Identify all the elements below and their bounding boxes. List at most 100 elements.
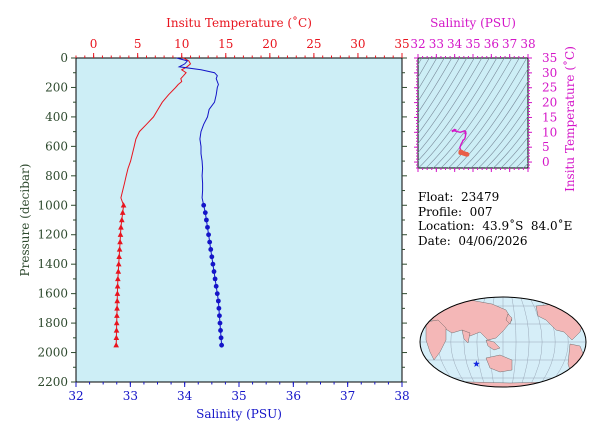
temperature-point: [117, 238, 123, 245]
ts-temperature-tick-label: 30: [542, 66, 557, 80]
map-land-japan: [505, 313, 513, 325]
ts-temperature-tick-label: 5: [542, 140, 550, 154]
temperature-point: [114, 290, 121, 296]
density-contour: [462, 80, 528, 168]
salinity-tick-label: 33: [123, 389, 138, 403]
density-contour: [418, 58, 445, 102]
temperature-tick-label: 35: [394, 37, 409, 51]
temperature-point: [117, 231, 124, 237]
salinity-point: [207, 239, 213, 245]
map-meridian: [511, 297, 517, 387]
density-contour: [418, 58, 423, 66]
temperature-point: [114, 305, 120, 311]
temperature-point: [114, 283, 121, 289]
map-meridian: [520, 297, 530, 387]
ts-temperature-tick-label: 10: [542, 125, 557, 139]
map-meridian: [529, 297, 543, 387]
temperature-tick-label: 0: [90, 37, 98, 51]
temperature-tick-label: 15: [218, 37, 233, 51]
salinity-point: [210, 261, 216, 267]
salinity-point: [219, 342, 225, 348]
temperature-tick-label: 5: [134, 37, 142, 51]
ts-salinity-tick-label: 36: [484, 37, 499, 51]
density-contour: [418, 58, 490, 162]
pressure-axis-label: Pressure (decibar): [18, 164, 32, 277]
density-contour: [418, 58, 430, 78]
ts-temperature-tick-label: 20: [542, 96, 557, 110]
salinity-point: [202, 210, 208, 216]
salinity-point: [218, 335, 224, 341]
density-contours: [418, 58, 528, 168]
salinity-tick-label: 35: [231, 389, 246, 403]
salinity-point: [201, 202, 207, 208]
ts-salinity-tick-label: 37: [502, 37, 517, 51]
density-contour: [432, 58, 513, 168]
pressure-tick-label: 2000: [37, 346, 68, 360]
ts-salinity-tick-label: 32: [410, 37, 425, 51]
ts-temperature-tick-label: 0: [542, 155, 550, 169]
salinity-point: [214, 291, 220, 297]
pressure-tick-label: 1400: [37, 257, 68, 271]
salinity-point: [205, 224, 210, 230]
salinity-point: [217, 313, 222, 319]
temperature-point: [119, 209, 126, 215]
map-land-africa: [425, 319, 447, 361]
salinity-point: [204, 217, 209, 223]
temperature-point: [116, 253, 122, 260]
density-contour: [418, 58, 438, 91]
location-map: [419, 296, 587, 388]
temperature-point: [115, 260, 122, 267]
density-contour: [455, 68, 528, 168]
salinity-tick-label: 38: [394, 389, 409, 403]
ts-salinity-axis-label: Salinity (PSU): [430, 16, 516, 30]
salinity-tick-label: 37: [340, 389, 355, 403]
temperature-point: [113, 319, 120, 326]
density-contour: [418, 58, 453, 114]
density-contour: [470, 92, 528, 168]
temperature-tick-label: 25: [306, 37, 321, 51]
temperature-point: [119, 216, 125, 223]
temperature-point: [114, 297, 121, 304]
profile-date: Date: 04/06/2026: [418, 233, 528, 248]
temperature-point: [113, 334, 120, 341]
salinity-point: [215, 298, 221, 304]
temperature-point: [114, 312, 120, 318]
salinity-point: [217, 320, 223, 326]
ts-deep-point: [464, 152, 470, 157]
salinity-point: [211, 269, 217, 274]
density-contour: [515, 154, 528, 168]
salinity-axis-label: Salinity (PSU): [196, 407, 282, 421]
map-land-india: [461, 329, 471, 344]
density-contour: [418, 58, 460, 124]
temperature-point: [113, 327, 120, 333]
profile-plot-area: [75, 57, 403, 383]
density-contour: [418, 58, 475, 144]
profile-plot: 0200400600800100012001400160018002000220…: [18, 15, 410, 421]
pressure-tick-label: 400: [45, 110, 68, 124]
pressure-tick-label: 1000: [37, 198, 68, 212]
pressure-tick-label: 0: [60, 51, 68, 65]
density-contour: [418, 58, 468, 135]
ts-temperature-axis-label: Insitu Temperature (˚C): [562, 46, 577, 192]
pressure-tick-label: 1800: [37, 316, 68, 330]
salinity-tick-label: 32: [68, 389, 83, 403]
salinity-point: [216, 305, 222, 311]
salinity-tick-label: 36: [286, 389, 301, 403]
temperature-point: [115, 268, 122, 274]
temperature-tick-label: 30: [350, 37, 365, 51]
map-outline: [419, 296, 587, 388]
salinity-point: [208, 247, 214, 252]
map-land-asia: [429, 299, 513, 341]
ts-salinity-tick-label: 33: [429, 37, 444, 51]
temperature-point: [116, 246, 123, 252]
temperature-tick-label: 10: [174, 37, 189, 51]
salinity-point: [218, 328, 223, 333]
pressure-tick-label: 1600: [37, 287, 68, 301]
density-contour: [477, 104, 528, 168]
density-contour: [418, 58, 498, 168]
density-contour: [522, 162, 528, 168]
ts-salinity-tick-label: 34: [447, 37, 463, 51]
ts-salinity-tick-label: 38: [520, 37, 535, 51]
salinity-tick-label: 34: [177, 389, 193, 403]
